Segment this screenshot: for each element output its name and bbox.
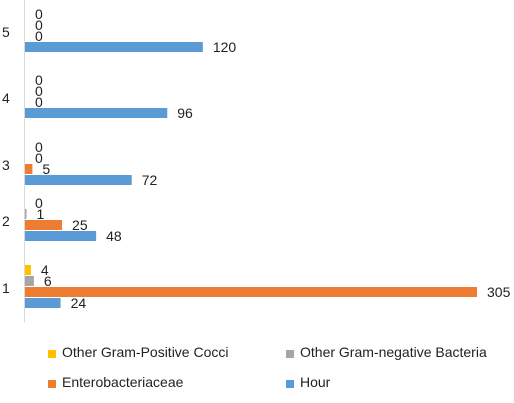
data-label: 4 (41, 262, 49, 278)
data-label: 0 (35, 150, 43, 166)
category-tick-label: 4 (2, 90, 10, 106)
legend-label: Other Gram-Positive Cocci (62, 344, 229, 360)
legend-swatch (286, 380, 294, 388)
data-label: 0 (35, 139, 43, 155)
category-tick-label: 2 (2, 213, 10, 229)
data-label: 24 (71, 295, 87, 311)
category-tick-label: 3 (2, 157, 10, 173)
legend-label: Enterobacteriaceae (62, 374, 184, 390)
bar (25, 287, 477, 297)
data-label: 0 (35, 17, 43, 33)
data-label: 0 (35, 83, 43, 99)
data-label: 0 (35, 28, 43, 44)
data-label: 72 (142, 172, 158, 188)
bar (25, 42, 203, 52)
bar (25, 298, 61, 308)
legend-label: Hour (300, 374, 331, 390)
data-label: 305 (487, 284, 511, 300)
legend-swatch (286, 350, 294, 358)
legend-swatch (48, 380, 56, 388)
bar (25, 164, 33, 174)
legend: Other Gram-Positive Cocci Other Gram-neg… (46, 342, 514, 400)
data-label: 25 (72, 217, 88, 233)
legend-swatch (48, 350, 56, 358)
bar (25, 209, 27, 219)
data-label: 48 (106, 228, 122, 244)
legend-label: Other Gram-negative Bacteria (300, 344, 487, 360)
bar (25, 175, 132, 185)
data-label: 0 (35, 6, 43, 22)
bar (25, 108, 168, 118)
data-label: 120 (213, 39, 237, 55)
category-tick-label: 1 (2, 280, 10, 296)
bar (25, 265, 31, 275)
data-label: 0 (35, 195, 43, 211)
data-label: 96 (177, 105, 193, 121)
category-tick-label: 5 (2, 24, 10, 40)
data-label: 1 (36, 206, 44, 222)
bar (25, 276, 34, 286)
bar (25, 231, 97, 241)
data-label: 0 (35, 72, 43, 88)
data-label: 6 (44, 273, 52, 289)
data-label: 0 (35, 94, 43, 110)
data-label: 5 (42, 161, 50, 177)
bar (25, 220, 63, 230)
